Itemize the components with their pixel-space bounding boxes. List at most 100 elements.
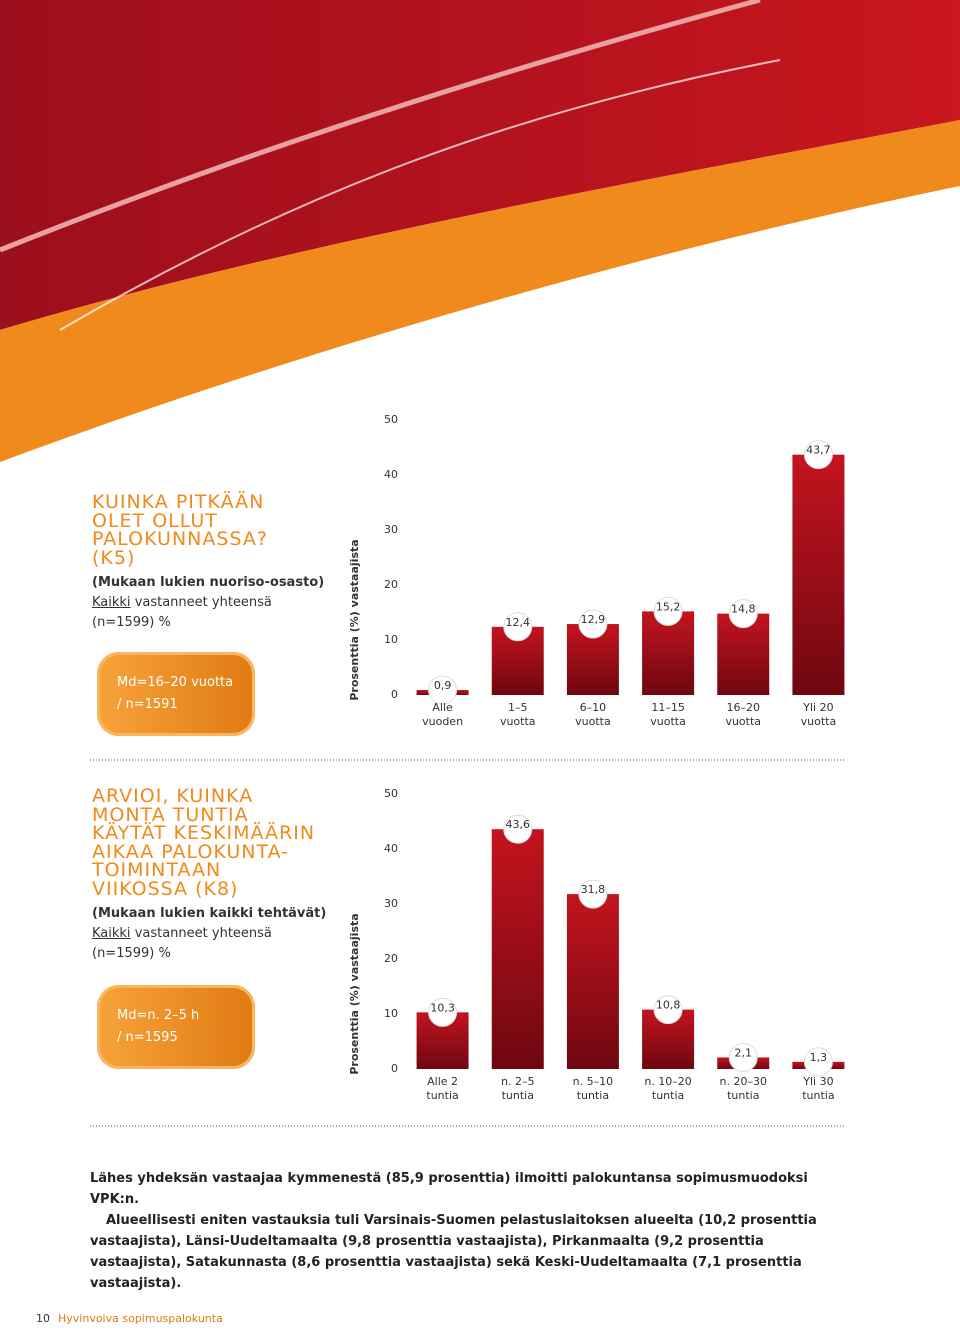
value-label-bubble [428, 997, 458, 1027]
bar [566, 894, 619, 1069]
section: KUINKA PITKÄÄN OLET OLLUT PALOKUNNASSA? (K5… [92, 493, 332, 633]
x-tick-label: tuntia [652, 1089, 684, 1102]
x-tick-label: vuotta [575, 715, 611, 728]
value-label: 2,1 [735, 1046, 753, 1059]
x-tick-label: n. 5–10 [573, 1075, 613, 1088]
value-label: 12,9 [581, 613, 606, 626]
x-tick-label: Yli 20 [802, 701, 833, 714]
y-tick-label: 20 [384, 952, 398, 965]
paragraph: Alueellisesti eniten vastauksia tuli Var… [90, 1213, 817, 1291]
x-tick-label: tuntia [727, 1089, 759, 1102]
value-label: 14,8 [731, 603, 756, 616]
bar [792, 454, 845, 695]
y-tick-label: 10 [384, 1007, 398, 1020]
value-label-bubble [803, 1047, 833, 1077]
value-label-bubble [728, 1042, 758, 1072]
value-label-bubble [503, 814, 533, 844]
heading: KUINKA PITKÄÄN OLET OLLUT PALOKUNNASSA? (K5… [92, 493, 332, 567]
x-tick-label: vuoden [422, 715, 463, 728]
x-tick-label: vuotta [500, 715, 536, 728]
x-tick-label: vuotta [650, 715, 686, 728]
x-tick-label: tuntia [577, 1089, 609, 1102]
value-label-bubble [728, 599, 758, 629]
value-label-bubble [578, 609, 608, 639]
median-line: / n=1591 [117, 697, 178, 712]
heading-line: VIIKOSSA (K8) [92, 877, 239, 900]
x-tick-label: vuotta [801, 715, 837, 728]
y-axis-label: Prosenttia (%) vastaajista [348, 539, 361, 700]
decor-line [59, 59, 781, 331]
value-label: 10,8 [656, 999, 681, 1012]
x-tick-label: 16–20 [727, 701, 761, 714]
heading-line: KÄYTÄT KESKIMÄÄRIN [92, 822, 316, 844]
median-line: Md=16–20 vuotta [117, 675, 234, 690]
value-label: 12,4 [506, 616, 531, 629]
median-box: Md=n. 2–5 h / n=1595 [97, 985, 255, 1069]
value-label: 15,2 [656, 600, 681, 613]
value-label: 1,3 [810, 1051, 828, 1064]
note: (Mukaan lukien nuoriso-osasto) [92, 575, 325, 590]
x-tick-label: tuntia [802, 1089, 834, 1102]
heading-line: PALOKUNNASSA? [92, 528, 268, 550]
value-label: 43,6 [506, 818, 531, 831]
value-label-bubble [803, 440, 833, 470]
bar [491, 829, 544, 1069]
decor-line [0, 0, 761, 253]
value-label: 31,8 [581, 883, 606, 896]
section: ARVIOI, KUINKA MONTA TUNTIA KÄYTÄT KESKIMÄ… [92, 787, 332, 964]
x-tick-label: tuntia [502, 1089, 534, 1102]
value-label-bubble [578, 879, 608, 909]
median-line: Md=n. 2–5 h [117, 1008, 200, 1023]
value-label: 0,9 [434, 679, 452, 692]
y-tick-label: 30 [384, 523, 398, 536]
y-tick-label: 40 [384, 468, 398, 481]
value-label-bubble [653, 995, 683, 1025]
x-tick-label: Yli 30 [802, 1075, 833, 1088]
x-tick-label: vuotta [725, 715, 761, 728]
x-tick-label: Alle 2 [427, 1075, 458, 1088]
x-tick-label: 6–10 [580, 701, 607, 714]
note: (Mukaan lukien kaikki tehtävät) [92, 906, 327, 921]
sample-link: Kaikki [92, 926, 131, 941]
heading-line: (K5) [92, 546, 136, 569]
x-tick-label: tuntia [426, 1089, 458, 1102]
median-box: Md=16–20 vuotta / n=1591 [97, 652, 255, 736]
heading-line: OLET OLLUT [92, 509, 218, 532]
x-tick-label: n. 2–5 [501, 1075, 534, 1088]
heading-line: MONTA TUNTIA [92, 803, 249, 826]
body-text: Lähes yhdeksän vastaajaa kymmenestä (85,… [90, 1168, 850, 1294]
y-tick-label: 50 [384, 413, 398, 426]
y-tick-label: 40 [384, 842, 398, 855]
x-tick-label: Alle [432, 701, 453, 714]
footer-title: Hyvinvoiva sopimuspalokunta [58, 1312, 223, 1325]
value-label-bubble [428, 675, 458, 705]
value-label-bubble [503, 612, 533, 642]
y-axis-label: Prosenttia (%) vastaajista [348, 913, 361, 1074]
y-tick-label: 0 [391, 688, 398, 701]
y-tick-label: 0 [391, 1062, 398, 1075]
y-tick-label: 10 [384, 633, 398, 646]
x-tick-label: n. 20–30 [720, 1075, 767, 1088]
heading-line: KUINKA PITKÄÄN [92, 491, 265, 513]
sample-text: vastanneet yhteensä (n=1599) % [92, 595, 272, 630]
median-line: / n=1595 [117, 1030, 178, 1045]
y-tick-label: 20 [384, 578, 398, 591]
x-tick-label: n. 10–20 [644, 1075, 691, 1088]
sample: Kaikki vastanneet yhteensä (n=1599) % [92, 924, 332, 964]
sample-link: Kaikki [92, 595, 131, 610]
value-label: 10,3 [430, 1001, 455, 1014]
x-tick-label: 11–15 [651, 701, 685, 714]
x-tick-label: 1–5 [508, 701, 528, 714]
heading-line: TOIMINTAAN [92, 859, 222, 881]
y-tick-label: 50 [384, 787, 398, 800]
value-label: 43,7 [806, 444, 831, 457]
y-tick-label: 30 [384, 897, 398, 910]
heading-line: AIKAA PALOKUNTA- [92, 840, 290, 863]
decor-red [0, 0, 960, 330]
heading: ARVIOI, KUINKA MONTA TUNTIA KÄYTÄT KESKIMÄ… [92, 787, 332, 898]
page-number: 10 [36, 1312, 50, 1325]
value-label-bubble [653, 596, 683, 626]
decor-orange [0, 120, 960, 462]
